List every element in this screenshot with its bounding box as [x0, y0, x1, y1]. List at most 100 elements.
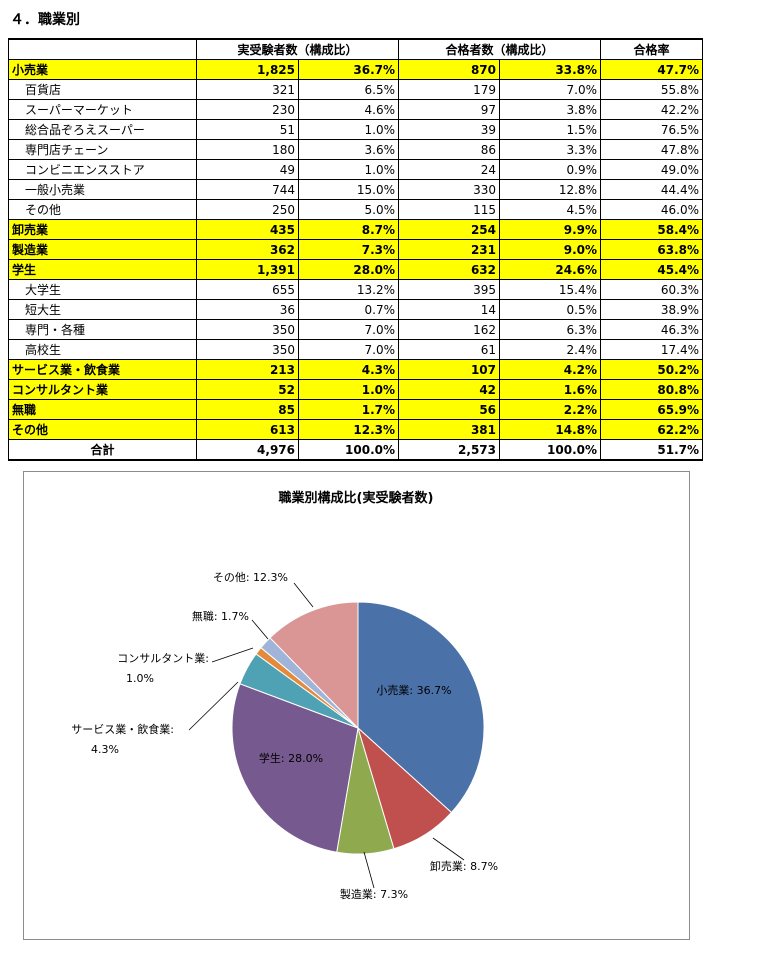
cell-examinees: 4,976: [196, 439, 299, 461]
header-label: [8, 38, 197, 60]
cell-rate: 58.4%: [600, 219, 704, 240]
slice-label: 無職: 1.7%: [192, 609, 249, 623]
leader-line: [251, 619, 269, 640]
cell-examinees: 655: [196, 279, 299, 300]
pie-chart-panel: 職業別構成比(実受験者数) 小売業: 36.7% 卸売業: 8.7% 製造業: 7.…: [23, 471, 690, 940]
cell-passers: 61: [398, 339, 501, 360]
section-title: ４．職業別: [10, 12, 80, 28]
cell-passers: 381: [398, 419, 501, 440]
table-row: 製造業 362 7.3% 231 9.0% 63.8%: [8, 239, 704, 260]
row-label: コンビニエンスストア: [8, 159, 197, 180]
cell-passers: 42: [398, 379, 501, 400]
cell-rate: 76.5%: [600, 119, 704, 140]
cell-passers-pct: 12.8%: [499, 179, 602, 200]
table-row: サービス業・飲食業 213 4.3% 107 4.2% 50.2%: [8, 359, 704, 380]
table-row: 短大生 36 0.7% 14 0.5% 38.9%: [8, 299, 704, 320]
row-label: 大学生: [8, 279, 197, 300]
cell-examinees: 321: [196, 79, 299, 100]
cell-passers-pct: 3.8%: [499, 99, 602, 120]
slice-label: 学生: 28.0%: [259, 751, 323, 765]
leader-line: [188, 681, 239, 731]
cell-rate: 50.2%: [600, 359, 704, 380]
slice-label: 卸売業: 8.7%: [430, 859, 498, 873]
cell-passers-pct: 4.5%: [499, 199, 602, 220]
cell-passers: 254: [398, 219, 501, 240]
table-header-row: 実受験者数（構成比） 合格者数（構成比） 合格率: [8, 38, 704, 60]
cell-examinees-pct: 3.6%: [297, 139, 400, 160]
table-row: 百貨店 321 6.5% 179 7.0% 55.8%: [8, 79, 704, 100]
cell-passers-pct: 2.2%: [499, 399, 602, 420]
table-row: 専門店チェーン 180 3.6% 86 3.3% 47.8%: [8, 139, 704, 160]
cell-examinees: 180: [196, 139, 299, 160]
cell-examinees: 51: [196, 119, 299, 140]
cell-rate: 38.9%: [600, 299, 704, 320]
cell-examinees: 230: [196, 99, 299, 120]
occupation-table: 実受験者数（構成比） 合格者数（構成比） 合格率 小売業 1,825 36.7% 87…: [8, 38, 704, 461]
cell-examinees: 362: [196, 239, 299, 260]
cell-examinees-pct: 6.5%: [297, 79, 400, 100]
slice-label: その他: 12.3%: [213, 571, 288, 584]
table-row: 卸売業 435 8.7% 254 9.9% 58.4%: [8, 219, 704, 240]
cell-passers-pct: 2.4%: [499, 339, 602, 360]
leader-line: [211, 647, 254, 663]
cell-passers-pct: 0.9%: [499, 159, 602, 180]
slice-label: コンサルタント業:: [117, 652, 209, 665]
slice-label: サービス業・飲食業:: [71, 722, 174, 736]
pie-slice: [357, 601, 485, 814]
cell-passers: 162: [398, 319, 501, 340]
leader-line: [432, 837, 465, 861]
row-label: 小売業: [8, 59, 197, 80]
cell-passers-pct: 33.8%: [499, 59, 602, 80]
row-label: 百貨店: [8, 79, 197, 100]
cell-examinees-pct: 1.0%: [297, 379, 400, 400]
cell-examinees: 350: [196, 319, 299, 340]
cell-passers: 115: [398, 199, 501, 220]
leader-line: [363, 851, 375, 889]
cell-passers: 97: [398, 99, 501, 120]
cell-examinees-pct: 12.3%: [297, 419, 400, 440]
row-label: 製造業: [8, 239, 197, 260]
cell-examinees-pct: 7.3%: [297, 239, 400, 260]
header-pass-rate: 合格率: [600, 38, 704, 60]
row-label: 学生: [8, 259, 197, 280]
row-label: その他: [8, 199, 197, 220]
cell-examinees: 1,391: [196, 259, 299, 280]
cell-rate: 55.8%: [600, 79, 704, 100]
table-row: 無職 85 1.7% 56 2.2% 65.9%: [8, 399, 704, 420]
row-label: 高校生: [8, 339, 197, 360]
cell-rate: 47.8%: [600, 139, 704, 160]
cell-rate: 42.2%: [600, 99, 704, 120]
table-row: 専門・各種 350 7.0% 162 6.3% 46.3%: [8, 319, 704, 340]
cell-passers: 632: [398, 259, 501, 280]
cell-rate: 44.4%: [600, 179, 704, 200]
cell-examinees-pct: 4.6%: [297, 99, 400, 120]
cell-examinees-pct: 13.2%: [297, 279, 400, 300]
cell-passers-pct: 15.4%: [499, 279, 602, 300]
cell-examinees: 250: [196, 199, 299, 220]
cell-examinees: 350: [196, 339, 299, 360]
cell-examinees-pct: 0.7%: [297, 299, 400, 320]
cell-passers: 231: [398, 239, 501, 260]
table-row: その他 613 12.3% 381 14.8% 62.2%: [8, 419, 704, 440]
leader-line: [293, 582, 314, 608]
row-label: 一般小売業: [8, 179, 197, 200]
table-body: 小売業 1,825 36.7% 870 33.8% 47.7% 百貨店 321 6.5% 179 7…: [8, 59, 704, 461]
cell-examinees-pct: 5.0%: [297, 199, 400, 220]
cell-passers-pct: 9.9%: [499, 219, 602, 240]
pie-slice: [269, 601, 359, 730]
cell-examinees-pct: 4.3%: [297, 359, 400, 380]
cell-passers-pct: 7.0%: [499, 79, 602, 100]
cell-examinees: 435: [196, 219, 299, 240]
row-label: その他: [8, 419, 197, 440]
cell-rate: 49.0%: [600, 159, 704, 180]
row-label: コンサルタント業: [8, 379, 197, 400]
row-label: 卸売業: [8, 219, 197, 240]
cell-passers-pct: 14.8%: [499, 419, 602, 440]
cell-passers-pct: 9.0%: [499, 239, 602, 260]
table-row: 一般小売業 744 15.0% 330 12.8% 44.4%: [8, 179, 704, 200]
cell-examinees: 1,825: [196, 59, 299, 80]
table-row: 合計 4,976 100.0% 2,573 100.0% 51.7%: [8, 439, 704, 461]
cell-examinees-pct: 1.0%: [297, 159, 400, 180]
cell-examinees-pct: 15.0%: [297, 179, 400, 200]
table-row: 小売業 1,825 36.7% 870 33.8% 47.7%: [8, 59, 704, 80]
